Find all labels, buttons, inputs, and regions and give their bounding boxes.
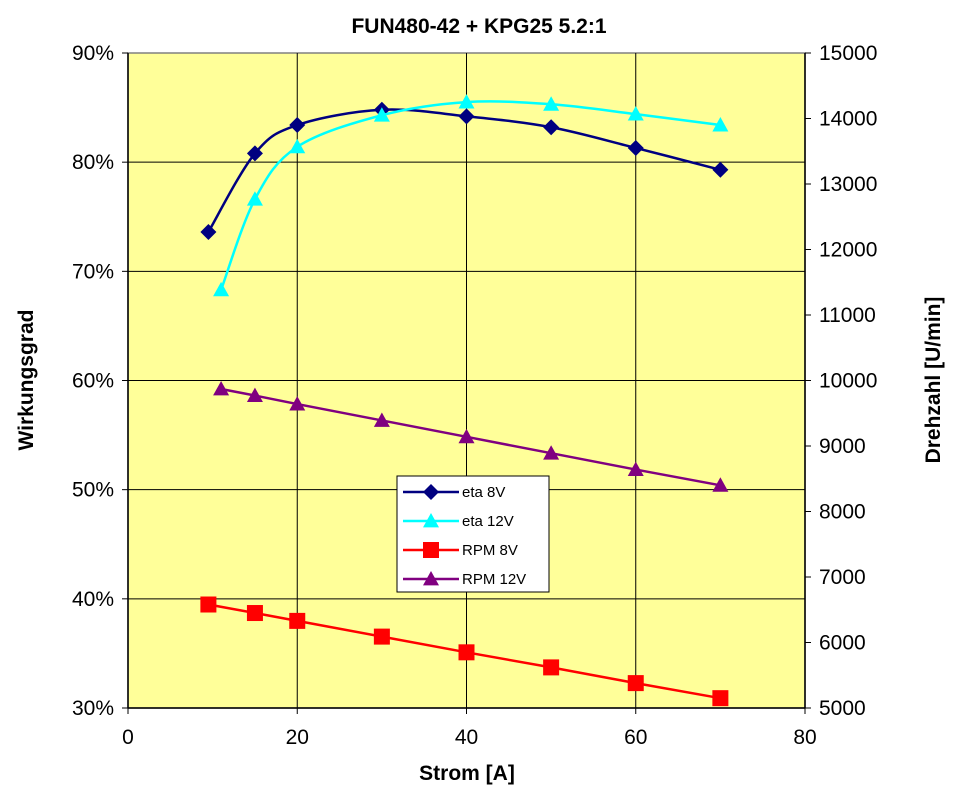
data-point-eta-8v xyxy=(543,119,560,136)
legend-label-rpm-8v: RPM 8V xyxy=(462,542,518,559)
y-tick-label: 80% xyxy=(72,151,114,174)
data-point-rpm-12v xyxy=(289,396,306,411)
y2-tick-label: 9000 xyxy=(819,435,866,458)
y-tick-label: 70% xyxy=(72,260,114,283)
data-point-eta-12v xyxy=(627,106,644,121)
y2-tick-label: 15000 xyxy=(819,42,877,65)
legend-label-rpm-12v: RPM 12V xyxy=(462,571,526,588)
data-point-eta-8v xyxy=(627,139,644,156)
x-axis-title: Strom [A] xyxy=(419,762,515,785)
y2-axis-title: Drehzahl [U/min] xyxy=(922,297,945,464)
data-point-rpm-8v xyxy=(458,644,475,661)
y2-tick-label: 10000 xyxy=(819,370,877,393)
y2-tick-label: 14000 xyxy=(819,108,877,131)
data-point-rpm-12v xyxy=(712,477,729,492)
data-point-eta-12v xyxy=(373,107,390,122)
legend-marker-rpm-8v xyxy=(423,542,439,558)
legend-box xyxy=(396,475,550,593)
y2-tick-label: 5000 xyxy=(819,697,866,720)
y-axis-title: Wirkungsgrad xyxy=(15,310,38,451)
data-point-rpm-12v xyxy=(213,381,230,396)
data-point-eta-8v xyxy=(712,161,729,178)
y-tick-label: 90% xyxy=(72,42,114,65)
data-point-eta-8v xyxy=(246,145,263,162)
legend-marker-eta-12v xyxy=(423,513,439,528)
data-point-rpm-8v xyxy=(373,628,390,645)
y2-tick-label: 11000 xyxy=(819,304,876,327)
data-point-rpm-12v xyxy=(373,412,390,427)
data-point-rpm-12v xyxy=(543,445,560,460)
y-tick-label: 30% xyxy=(72,697,114,720)
legend-label-eta-8v: eta 8V xyxy=(462,484,505,501)
data-point-rpm-8v xyxy=(712,690,729,707)
data-point-rpm-8v xyxy=(289,612,306,629)
x-tick-label: 0 xyxy=(122,726,134,749)
x-tick-label: 20 xyxy=(286,726,309,749)
y2-tick-label: 13000 xyxy=(819,173,877,196)
data-point-rpm-8v xyxy=(543,659,560,676)
data-point-rpm-8v xyxy=(627,675,644,692)
series-line-eta-12v xyxy=(219,100,721,291)
y-tick-label: 50% xyxy=(72,479,114,502)
axes: 0 20 40 60 80 30% 40% 50% 60% 70% 80% 90% 5000 6000 70… xyxy=(72,42,877,749)
data-point-eta-12v xyxy=(246,191,263,206)
data-point-eta-8v xyxy=(458,108,475,125)
y-tick-label: 40% xyxy=(72,588,114,611)
data-point-eta-12v xyxy=(213,281,230,297)
data-point-eta-12v xyxy=(712,117,729,132)
data-point-eta-8v xyxy=(289,117,306,134)
x-tick-label: 40 xyxy=(455,726,478,749)
data-point-eta-12v xyxy=(543,96,560,111)
series-layer xyxy=(200,94,729,707)
x-tick-label: 80 xyxy=(793,726,816,749)
legend-label-eta-12v: eta 12V xyxy=(462,513,514,530)
data-point-eta-12v xyxy=(289,138,306,154)
series-line-rpm-12v xyxy=(220,387,721,487)
y2-tick-label: 12000 xyxy=(819,239,877,262)
legend-marker-rpm-12v xyxy=(423,571,439,586)
y-tick-label: 60% xyxy=(72,370,114,393)
legend: eta 8V eta 12V RPM 8V RPM 12V xyxy=(396,475,550,593)
data-point-eta-8v xyxy=(200,224,217,241)
chart-title: FUN480-42 + KPG25 5.2:1 xyxy=(351,15,606,38)
data-point-rpm-8v xyxy=(246,605,263,622)
data-point-rpm-12v xyxy=(458,428,475,444)
y2-tick-label: 7000 xyxy=(819,566,866,589)
legend-marker-eta-8v xyxy=(423,484,439,500)
data-point-eta-12v xyxy=(458,94,475,109)
data-point-rpm-12v xyxy=(246,387,263,402)
x-tick-label: 60 xyxy=(624,726,647,749)
data-point-rpm-12v xyxy=(627,461,644,476)
data-point-rpm-8v xyxy=(200,596,217,613)
y2-tick-label: 6000 xyxy=(819,632,866,655)
y2-tick-label: 8000 xyxy=(819,501,866,524)
